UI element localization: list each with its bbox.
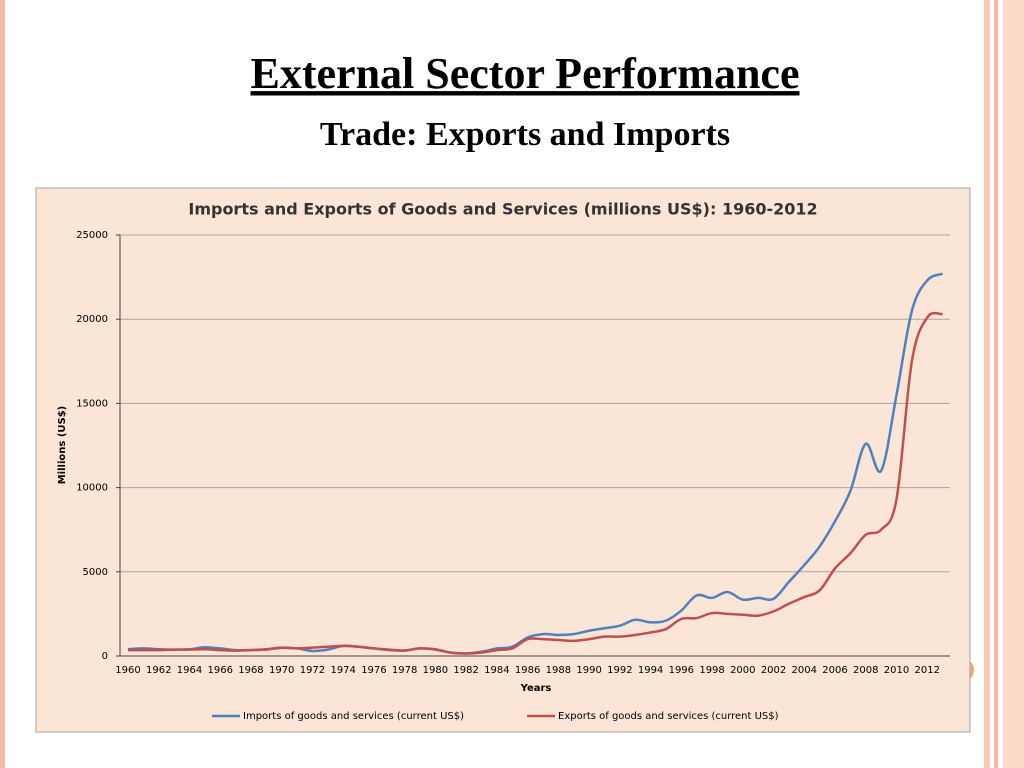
legend-label: Imports of goods and services (current U…: [243, 711, 464, 722]
x-tick-label: 1962: [146, 665, 171, 676]
x-tick-label: 1996: [669, 665, 694, 676]
x-tick-label: 1998: [699, 665, 724, 676]
x-tick-label: 1990: [576, 665, 601, 676]
x-axis-label: Years: [520, 683, 552, 694]
right-stripe: [1003, 0, 1024, 768]
right-stripe: [994, 0, 998, 768]
right-stripe: [984, 0, 990, 768]
chart-title: Imports and Exports of Goods and Service…: [188, 200, 817, 219]
x-tick-label: 2006: [822, 665, 847, 676]
x-tick-label: 1982: [453, 665, 478, 676]
x-tick-label: 1972: [300, 665, 325, 676]
x-tick-label: 2000: [730, 665, 755, 676]
x-tick-label: 1960: [115, 665, 140, 676]
x-tick-label: 1976: [361, 665, 386, 676]
y-tick-label: 25000: [76, 230, 108, 241]
y-tick-label: 0: [102, 651, 108, 662]
slide-title: External Sector Performance: [251, 49, 800, 98]
x-tick-label: 1974: [330, 665, 355, 676]
y-tick-label: 20000: [76, 314, 108, 325]
x-tick-label: 2002: [761, 665, 786, 676]
x-tick-label: 1992: [607, 665, 632, 676]
x-tick-label: 1970: [269, 665, 294, 676]
chart-area: [35, 187, 971, 733]
x-tick-label: 1986: [515, 665, 540, 676]
legend-label: Exports of goods and services (current U…: [558, 711, 779, 722]
x-tick-label: 2010: [884, 665, 909, 676]
left-border: [0, 0, 5, 768]
x-tick-label: 1968: [238, 665, 263, 676]
x-tick-label: 1994: [638, 665, 663, 676]
x-tick-label: 1978: [392, 665, 417, 676]
x-tick-label: 1964: [177, 665, 202, 676]
x-tick-label: 2012: [915, 665, 940, 676]
y-tick-label: 15000: [76, 398, 108, 409]
slide-subtitle: Trade: Exports and Imports: [320, 116, 730, 153]
line-series: [127, 311, 943, 655]
chart: Imports and Exports of Goods and Service…: [35, 187, 971, 733]
x-tick-label: 1980: [423, 665, 448, 676]
x-tick-label: 1966: [207, 665, 232, 676]
y-tick-label: 10000: [76, 483, 108, 494]
x-tick-label: 1984: [484, 665, 509, 676]
y-tick-label: 5000: [83, 567, 108, 578]
x-tick-label: 2008: [853, 665, 878, 676]
x-tick-label: 2004: [792, 665, 817, 676]
x-tick-label: 1988: [546, 665, 571, 676]
y-axis-label: Millions (US$): [57, 406, 68, 485]
